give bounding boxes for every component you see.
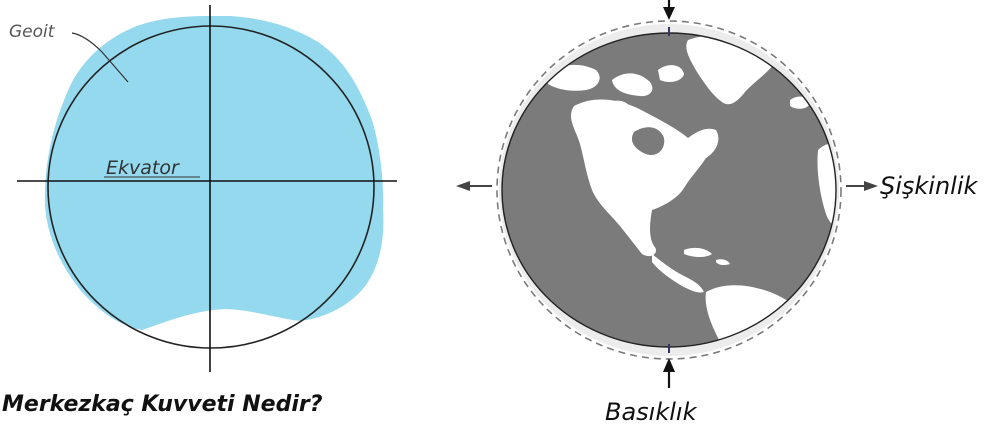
bulge-label: Şişkinlik bbox=[880, 172, 979, 200]
bottom-compression-arrow bbox=[663, 358, 675, 388]
geoid-leader-line bbox=[71, 32, 129, 83]
north-america-landmass bbox=[570, 99, 719, 257]
geoid-label: Geoit bbox=[9, 22, 56, 42]
right-figure: Şişkinlik Basıklık bbox=[456, 0, 979, 426]
left-figure: Geoit Ekvator bbox=[9, 5, 397, 372]
alaska-landmass bbox=[548, 64, 600, 91]
flattening-label: Basıklık bbox=[605, 398, 698, 426]
left-bulge-arrow bbox=[456, 181, 492, 191]
equator-label: Ekvator bbox=[106, 157, 180, 179]
geoid-shape bbox=[44, 15, 384, 330]
caption-title: Merkezkaç Kuvveti Nedir? bbox=[2, 392, 323, 417]
top-compression-arrow bbox=[663, 0, 675, 20]
africa-edge-landmass bbox=[817, 143, 836, 229]
caribbean-islands bbox=[684, 247, 730, 266]
central-america-landmass bbox=[652, 254, 704, 293]
arctic-islands bbox=[606, 65, 684, 115]
right-bulge-arrow bbox=[846, 181, 878, 191]
hudson-bay bbox=[631, 127, 665, 156]
reference-ellipse bbox=[47, 25, 375, 349]
